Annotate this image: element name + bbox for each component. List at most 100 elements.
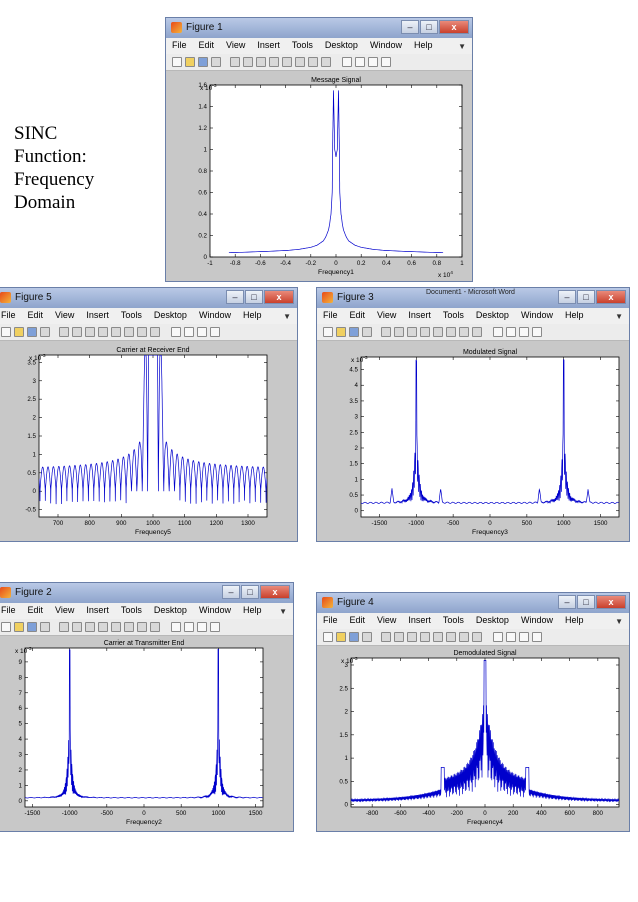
print-icon[interactable] <box>211 57 221 67</box>
menu-tools[interactable]: Tools <box>437 613 470 629</box>
legend-icon[interactable] <box>506 327 516 337</box>
menu-overflow-icon[interactable]: ▼ <box>615 617 623 626</box>
menu-desktop[interactable]: Desktop <box>148 308 193 324</box>
save-icon[interactable] <box>198 57 208 67</box>
menu-window[interactable]: Window <box>193 603 237 619</box>
edit-plot-icon[interactable] <box>59 622 69 632</box>
open-file-icon[interactable] <box>185 57 195 67</box>
print-icon[interactable] <box>40 622 50 632</box>
menu-file[interactable]: File <box>317 613 344 629</box>
menu-tools[interactable]: Tools <box>286 38 319 54</box>
menu-desktop[interactable]: Desktop <box>148 603 193 619</box>
data-cursor-icon[interactable] <box>124 622 134 632</box>
menu-tools[interactable]: Tools <box>437 308 470 324</box>
data-cursor-icon[interactable] <box>446 327 456 337</box>
rotate-3d-icon[interactable] <box>111 622 121 632</box>
minimize-button[interactable]: – <box>401 20 419 34</box>
menu-file[interactable]: File <box>317 308 344 324</box>
menu-overflow-icon[interactable]: ▼ <box>458 42 466 51</box>
link-plot-icon[interactable] <box>150 327 160 337</box>
menu-view[interactable]: View <box>220 38 251 54</box>
pan-icon[interactable] <box>420 632 430 642</box>
menu-view[interactable]: View <box>49 603 80 619</box>
brush-icon[interactable] <box>459 632 469 642</box>
new-figure-icon[interactable] <box>1 327 11 337</box>
open-file-icon[interactable] <box>14 327 24 337</box>
menu-insert[interactable]: Insert <box>80 308 115 324</box>
menu-view[interactable]: View <box>49 308 80 324</box>
menu-help[interactable]: Help <box>237 603 268 619</box>
new-figure-icon[interactable] <box>172 57 182 67</box>
data-cursor-icon[interactable] <box>446 632 456 642</box>
data-cursor-icon[interactable] <box>124 327 134 337</box>
edit-plot-icon[interactable] <box>381 632 391 642</box>
brush-icon[interactable] <box>308 57 318 67</box>
legend-icon[interactable] <box>506 632 516 642</box>
brush-icon[interactable] <box>459 327 469 337</box>
menu-help[interactable]: Help <box>237 308 268 324</box>
colorbar-icon[interactable] <box>493 632 503 642</box>
open-file-icon[interactable] <box>14 622 24 632</box>
pan-icon[interactable] <box>269 57 279 67</box>
hide-plot-tools-icon[interactable] <box>519 327 529 337</box>
legend-icon[interactable] <box>184 327 194 337</box>
menu-edit[interactable]: Edit <box>22 603 50 619</box>
close-button[interactable]: x <box>439 20 469 34</box>
menu-tools[interactable]: Tools <box>115 308 148 324</box>
minimize-button[interactable]: – <box>222 585 240 599</box>
brush-icon[interactable] <box>137 327 147 337</box>
open-file-icon[interactable] <box>336 327 346 337</box>
maximize-button[interactable]: □ <box>577 595 595 609</box>
rotate-3d-icon[interactable] <box>282 57 292 67</box>
menu-view[interactable]: View <box>371 613 402 629</box>
menu-file[interactable]: File <box>0 308 22 324</box>
zoom-in-icon[interactable] <box>72 622 82 632</box>
zoom-out-icon[interactable] <box>256 57 266 67</box>
menu-desktop[interactable]: Desktop <box>470 613 515 629</box>
rotate-3d-icon[interactable] <box>111 327 121 337</box>
edit-plot-icon[interactable] <box>230 57 240 67</box>
legend-icon[interactable] <box>184 622 194 632</box>
close-button[interactable]: x <box>596 595 626 609</box>
pan-icon[interactable] <box>98 622 108 632</box>
zoom-in-icon[interactable] <box>394 632 404 642</box>
link-plot-icon[interactable] <box>321 57 331 67</box>
menu-help[interactable]: Help <box>559 308 590 324</box>
zoom-in-icon[interactable] <box>394 327 404 337</box>
pan-icon[interactable] <box>98 327 108 337</box>
zoom-out-icon[interactable] <box>85 327 95 337</box>
colorbar-icon[interactable] <box>493 327 503 337</box>
menu-file[interactable]: File <box>0 603 22 619</box>
close-button[interactable]: x <box>596 290 626 304</box>
maximize-button[interactable]: □ <box>245 290 263 304</box>
close-button[interactable]: x <box>260 585 290 599</box>
hide-plot-tools-icon[interactable] <box>519 632 529 642</box>
menu-window[interactable]: Window <box>515 613 559 629</box>
show-plot-tools-icon[interactable] <box>532 632 542 642</box>
minimize-button[interactable]: – <box>558 595 576 609</box>
colorbar-icon[interactable] <box>171 622 181 632</box>
minimize-button[interactable]: – <box>226 290 244 304</box>
data-cursor-icon[interactable] <box>295 57 305 67</box>
menu-insert[interactable]: Insert <box>402 308 437 324</box>
brush-icon[interactable] <box>137 622 147 632</box>
zoom-out-icon[interactable] <box>407 632 417 642</box>
rotate-3d-icon[interactable] <box>433 327 443 337</box>
new-figure-icon[interactable] <box>323 327 333 337</box>
menu-file[interactable]: File <box>166 38 193 54</box>
edit-plot-icon[interactable] <box>59 327 69 337</box>
menu-window[interactable]: Window <box>364 38 408 54</box>
close-button[interactable]: x <box>264 290 294 304</box>
menu-insert[interactable]: Insert <box>402 613 437 629</box>
rotate-3d-icon[interactable] <box>433 632 443 642</box>
save-icon[interactable] <box>349 327 359 337</box>
maximize-button[interactable]: □ <box>420 20 438 34</box>
minimize-button[interactable]: – <box>558 290 576 304</box>
menu-overflow-icon[interactable]: ▼ <box>615 312 623 321</box>
menu-edit[interactable]: Edit <box>344 613 372 629</box>
print-icon[interactable] <box>362 632 372 642</box>
menu-window[interactable]: Window <box>515 308 559 324</box>
link-plot-icon[interactable] <box>472 632 482 642</box>
legend-icon[interactable] <box>355 57 365 67</box>
zoom-out-icon[interactable] <box>85 622 95 632</box>
